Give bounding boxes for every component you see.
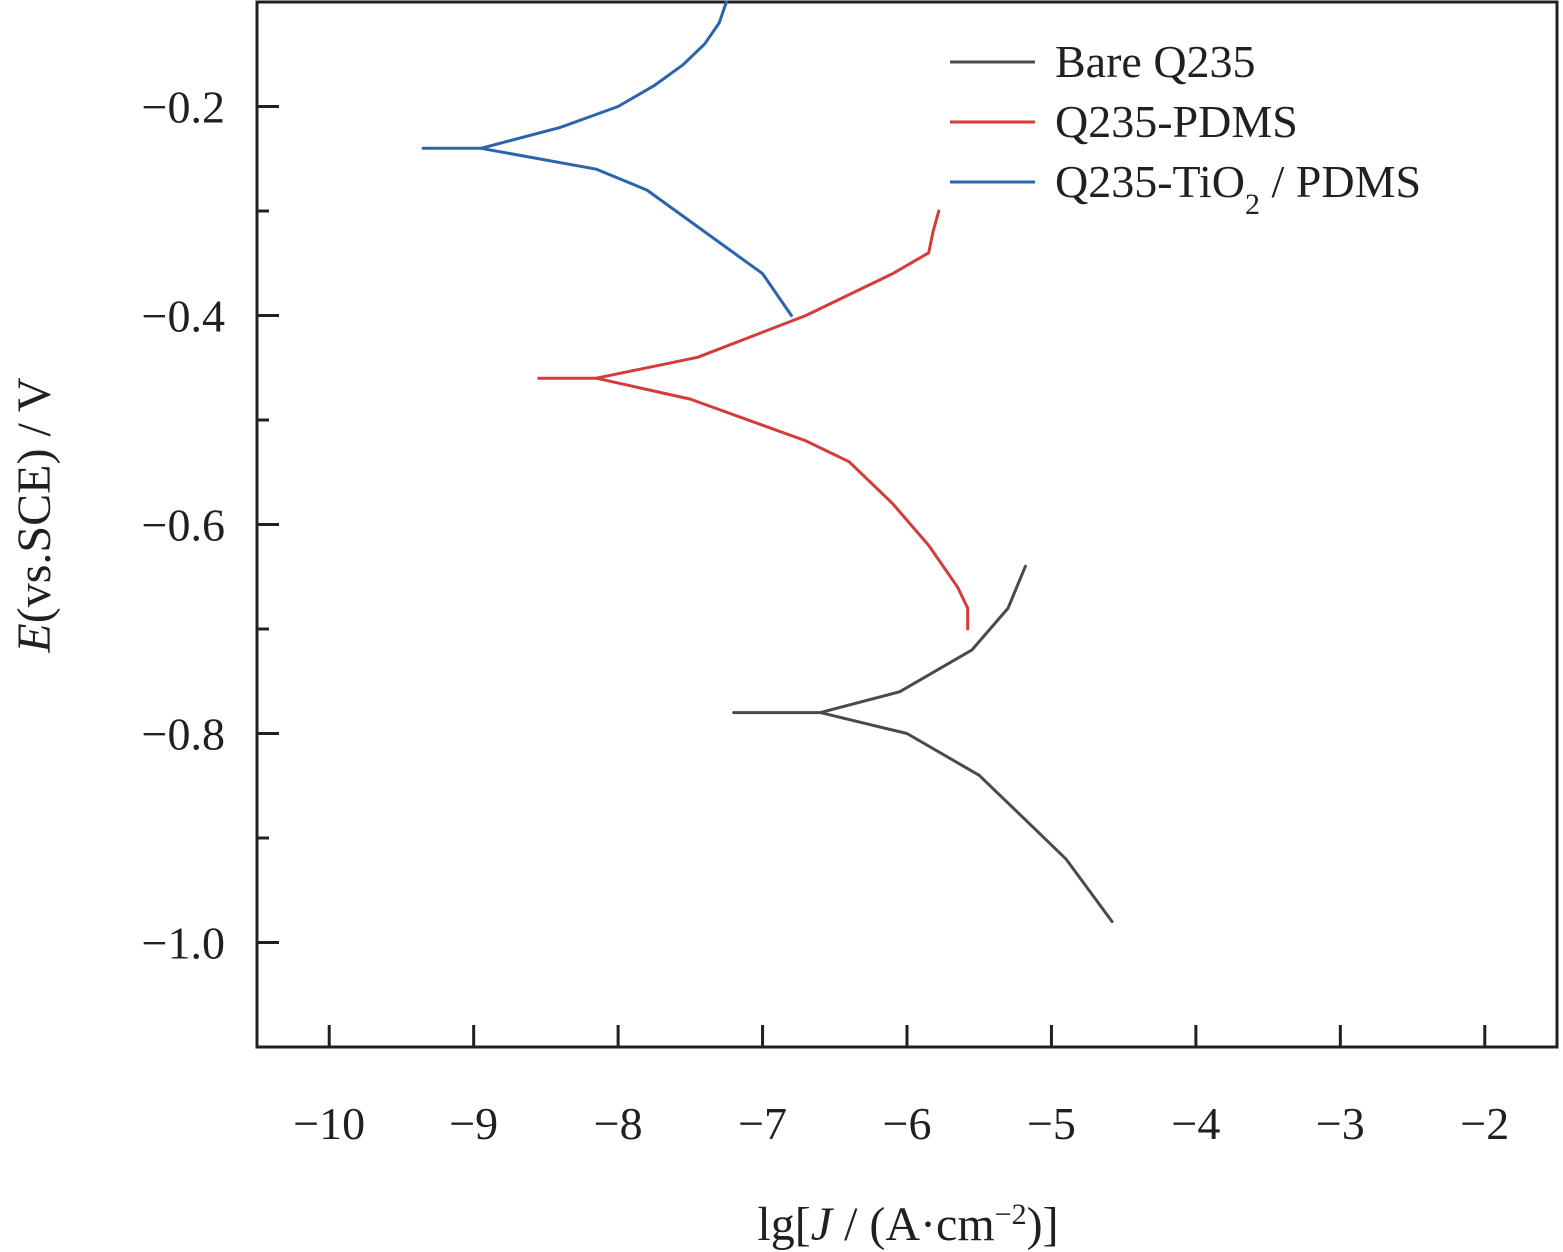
y-axis-ticks: −1.0 −0.8 −0.6 −0.4 −0.2 — [142, 82, 279, 969]
x-axis-title: lg[J / (A·cm−2)] — [757, 1198, 1058, 1252]
x-tick-label: −5 — [1027, 1098, 1076, 1149]
y-tick-label: −0.6 — [142, 500, 225, 551]
y-tick-label: −1.0 — [142, 918, 225, 969]
legend-label-bare-q235: Bare Q235 — [1055, 36, 1256, 87]
y-tick-label: −0.2 — [142, 82, 225, 133]
series-lines — [421, 0, 1114, 924]
legend-label-q235-pdms: Q235-PDMS — [1055, 96, 1298, 147]
x-tick-label: −10 — [293, 1098, 365, 1149]
series-line-q235-tio2-pdms-cathodic — [479, 146, 793, 317]
series-line-q235-pdms-cathodic — [594, 376, 970, 631]
x-axis-ticks: −10 −9 −8 −7 −6 −5 −4 −3 −2 — [293, 1025, 1509, 1149]
x-tick-label: −2 — [1460, 1098, 1509, 1149]
y-axis-title: E(vs.SCE) / V — [8, 377, 61, 653]
series-line-q235-pdms-anodic — [537, 209, 941, 380]
x-tick-label: −4 — [1171, 1098, 1220, 1149]
x-tick-label: −6 — [883, 1098, 932, 1149]
y-tick-label: −0.8 — [142, 709, 225, 760]
y-tick-label: −0.4 — [142, 291, 225, 342]
series-line-bare-q235-cathodic — [818, 711, 1114, 924]
series-line-q235-tio2-pdms-anodic — [421, 0, 728, 150]
legend-label-q235-tio2-pdms: Q235-TiO2 / PDMS — [1055, 156, 1421, 221]
x-tick-label: −9 — [449, 1098, 498, 1149]
x-tick-label: −8 — [594, 1098, 643, 1149]
x-tick-label: −7 — [738, 1098, 787, 1149]
x-tick-label: −3 — [1316, 1098, 1365, 1149]
legend: Bare Q235 Q235-PDMS Q235-TiO2 / PDMS — [950, 36, 1421, 221]
series-line-bare-q235-anodic — [732, 564, 1027, 715]
